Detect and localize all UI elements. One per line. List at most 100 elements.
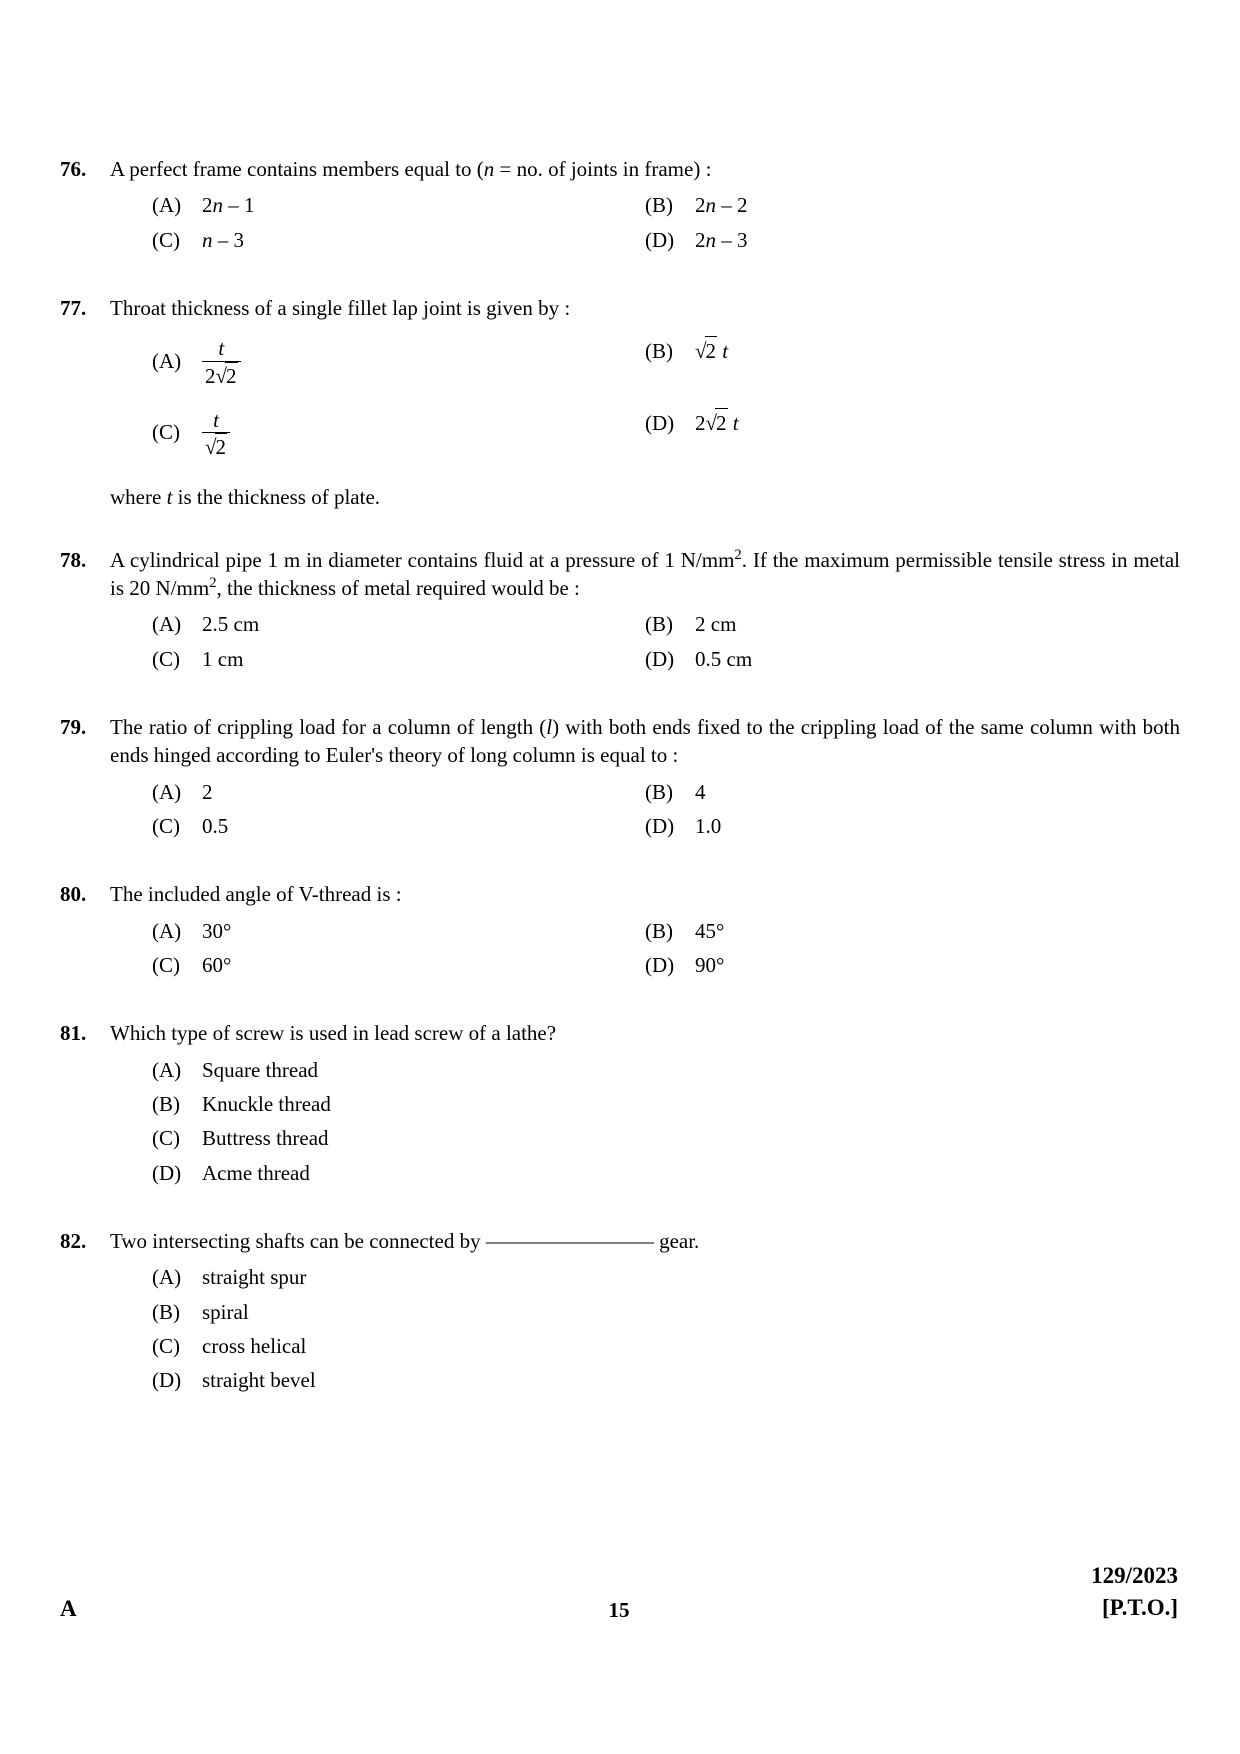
question-number: 76. — [60, 155, 110, 260]
option-value: spiral — [202, 1298, 1180, 1326]
option-label: (A) — [152, 1056, 202, 1084]
option: (D)0.5 cm — [645, 645, 1180, 673]
option: (C)n – 3 — [110, 226, 645, 254]
options-list: (A)Square thread(B)Knuckle thread(C)Butt… — [110, 1056, 1180, 1187]
paper-code: 129/2023 — [1091, 1563, 1178, 1588]
option-value: 2n – 1 — [202, 191, 645, 219]
option: (C)Buttress thread — [110, 1124, 1180, 1152]
option-value: n – 3 — [202, 226, 645, 254]
option-value: 2n – 3 — [695, 226, 1180, 254]
option-label: (B) — [645, 778, 695, 806]
option-value: Knuckle thread — [202, 1090, 1180, 1118]
question: 77.Throat thickness of a single fillet l… — [60, 294, 1180, 512]
option-label: (D) — [645, 645, 695, 673]
option: (D)straight bevel — [110, 1366, 1180, 1394]
options-grid: (A)2.5 cm(B)2 cm(C)1 cm(D)0.5 cm — [110, 610, 1180, 679]
option: (D)2n – 3 — [645, 226, 1180, 254]
question-number: 82. — [60, 1227, 110, 1401]
question: 76.A perfect frame contains members equa… — [60, 155, 1180, 260]
option-value: Buttress thread — [202, 1124, 1180, 1152]
option: (A)30° — [110, 917, 645, 945]
option-label: (A) — [152, 191, 202, 219]
option-label: (C) — [152, 645, 202, 673]
options-grid: (A)t2√2(B)√2 t(C)t√2(D)2√2 t — [110, 330, 1180, 473]
option-value: 4 — [695, 778, 1180, 806]
pto-label: [P.T.O.] — [1102, 1595, 1178, 1620]
page-content: 76.A perfect frame contains members equa… — [0, 0, 1240, 1495]
option-label: (B) — [152, 1298, 202, 1326]
option-value: 60° — [202, 951, 645, 979]
options-grid: (A)2(B)4(C)0.5(D)1.0 — [110, 778, 1180, 847]
question-body: Two intersecting shafts can be connected… — [110, 1227, 1180, 1401]
option-label: (B) — [645, 191, 695, 219]
question-number: 78. — [60, 546, 110, 679]
question-body: The ratio of crippling load for a column… — [110, 713, 1180, 846]
option-value: 2.5 cm — [202, 610, 645, 638]
option: (A)Square thread — [110, 1056, 1180, 1084]
question-text: The included angle of V-thread is : — [110, 880, 1180, 908]
option: (D)1.0 — [645, 812, 1180, 840]
option: (B)2 cm — [645, 610, 1180, 638]
option-value: 2√2 t — [695, 408, 1180, 437]
option-value: 45° — [695, 917, 1180, 945]
option-label: (A) — [152, 610, 202, 638]
option-label: (D) — [645, 409, 695, 437]
option: (D)2√2 t — [645, 402, 1180, 467]
question-number: 81. — [60, 1019, 110, 1193]
option-value: 0.5 cm — [695, 645, 1180, 673]
option-label: (B) — [645, 610, 695, 638]
footer-page-number: 15 — [609, 1596, 630, 1624]
question-body: Throat thickness of a single fillet lap … — [110, 294, 1180, 512]
options-grid: (A)30°(B)45° (C)60°(D)90° — [110, 917, 1180, 986]
option: (B)2n – 2 — [645, 191, 1180, 219]
question-text: A cylindrical pipe 1 m in diameter conta… — [110, 546, 1180, 603]
option: (B)spiral — [110, 1298, 1180, 1326]
option-value: Acme thread — [202, 1159, 1180, 1187]
question-number: 79. — [60, 713, 110, 846]
footer-series: A — [60, 1593, 77, 1624]
option-label: (C) — [152, 1124, 202, 1152]
question: 81.Which type of screw is used in lead s… — [60, 1019, 1180, 1193]
option-value: straight spur — [202, 1263, 1180, 1291]
option-value: 2 — [202, 778, 645, 806]
option-label: (C) — [152, 1332, 202, 1360]
option: (A)t2√2 — [110, 330, 645, 395]
option: (A)straight spur — [110, 1263, 1180, 1291]
option-value: t√2 — [202, 408, 645, 461]
option-value: t2√2 — [202, 336, 645, 389]
option-value: 90° — [695, 951, 1180, 979]
option-label: (D) — [645, 812, 695, 840]
option-value: straight bevel — [202, 1366, 1180, 1394]
option-value: 2 cm — [695, 610, 1180, 638]
question: 78.A cylindrical pipe 1 m in diameter co… — [60, 546, 1180, 679]
question-text: A perfect frame contains members equal t… — [110, 155, 1180, 183]
question-body: Which type of screw is used in lead scre… — [110, 1019, 1180, 1193]
option-value: cross helical — [202, 1332, 1180, 1360]
question-text: Which type of screw is used in lead scre… — [110, 1019, 1180, 1047]
option-label: (D) — [645, 226, 695, 254]
question-note: where t is the thickness of plate. — [110, 483, 1180, 511]
option: (A)2n – 1 — [110, 191, 645, 219]
option-value: √2 t — [695, 336, 1180, 365]
option: (B)4 — [645, 778, 1180, 806]
option-label: (B) — [645, 917, 695, 945]
question-number: 80. — [60, 880, 110, 985]
option-label: (C) — [152, 812, 202, 840]
question-text: The ratio of crippling load for a column… — [110, 713, 1180, 770]
question-text: Two intersecting shafts can be connected… — [110, 1227, 1180, 1255]
option-label: (B) — [152, 1090, 202, 1118]
option: (D)90° — [645, 951, 1180, 979]
options-grid: (A)2n – 1(B)2n – 2(C)n – 3(D)2n – 3 — [110, 191, 1180, 260]
option-value: Square thread — [202, 1056, 1180, 1084]
option-value: 2n – 2 — [695, 191, 1180, 219]
option: (C)0.5 — [110, 812, 645, 840]
question-text: Throat thickness of a single fillet lap … — [110, 294, 1180, 322]
option-value: 0.5 — [202, 812, 645, 840]
option-label: (C) — [152, 951, 202, 979]
option-value: 1.0 — [695, 812, 1180, 840]
question: 82.Two intersecting shafts can be connec… — [60, 1227, 1180, 1401]
option: (B)Knuckle thread — [110, 1090, 1180, 1118]
option: (B)45° — [645, 917, 1180, 945]
question-body: A perfect frame contains members equal t… — [110, 155, 1180, 260]
option-label: (C) — [152, 226, 202, 254]
